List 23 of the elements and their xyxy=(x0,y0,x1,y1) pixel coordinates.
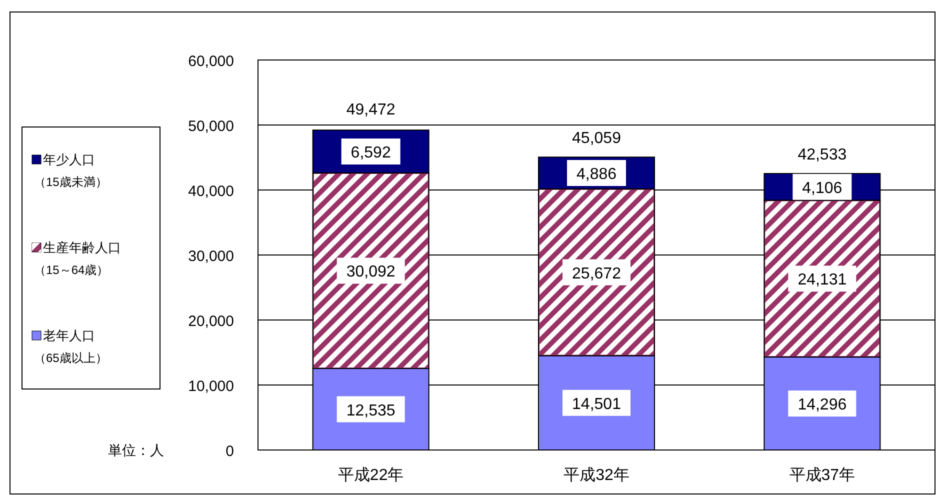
data-label: 14,296 xyxy=(798,396,847,414)
y-tick-label: 10,000 xyxy=(188,378,234,395)
text: 単位：人 xyxy=(108,442,164,458)
y-tick-label: 0 xyxy=(226,443,234,460)
data-label: 4,106 xyxy=(802,180,842,197)
data-label: 30,092 xyxy=(346,264,396,281)
y-tick-label: 50,000 xyxy=(188,118,234,135)
data-label: 6,592 xyxy=(350,144,391,162)
y-tick-label: 20,000 xyxy=(188,313,234,330)
data-label: 24,131 xyxy=(798,272,847,289)
data-label: 4,886 xyxy=(576,166,617,183)
x-tick-label: 平成22年 xyxy=(338,466,404,484)
y-tick-label: 60,000 xyxy=(188,53,234,70)
x-tick-label: 平成37年 xyxy=(789,466,856,484)
annotation: 42,533 xyxy=(798,146,847,164)
data-label: 25,672 xyxy=(572,265,622,282)
data-label: 14,501 xyxy=(572,396,622,413)
x-tick-label: 平成32年 xyxy=(564,466,630,484)
annotation: 45,059 xyxy=(572,130,622,148)
data-label: 12,535 xyxy=(346,402,396,420)
y-tick-label: 40,000 xyxy=(188,183,234,200)
y-tick-label: 30,000 xyxy=(188,248,234,265)
annotation: 49,472 xyxy=(346,101,396,118)
